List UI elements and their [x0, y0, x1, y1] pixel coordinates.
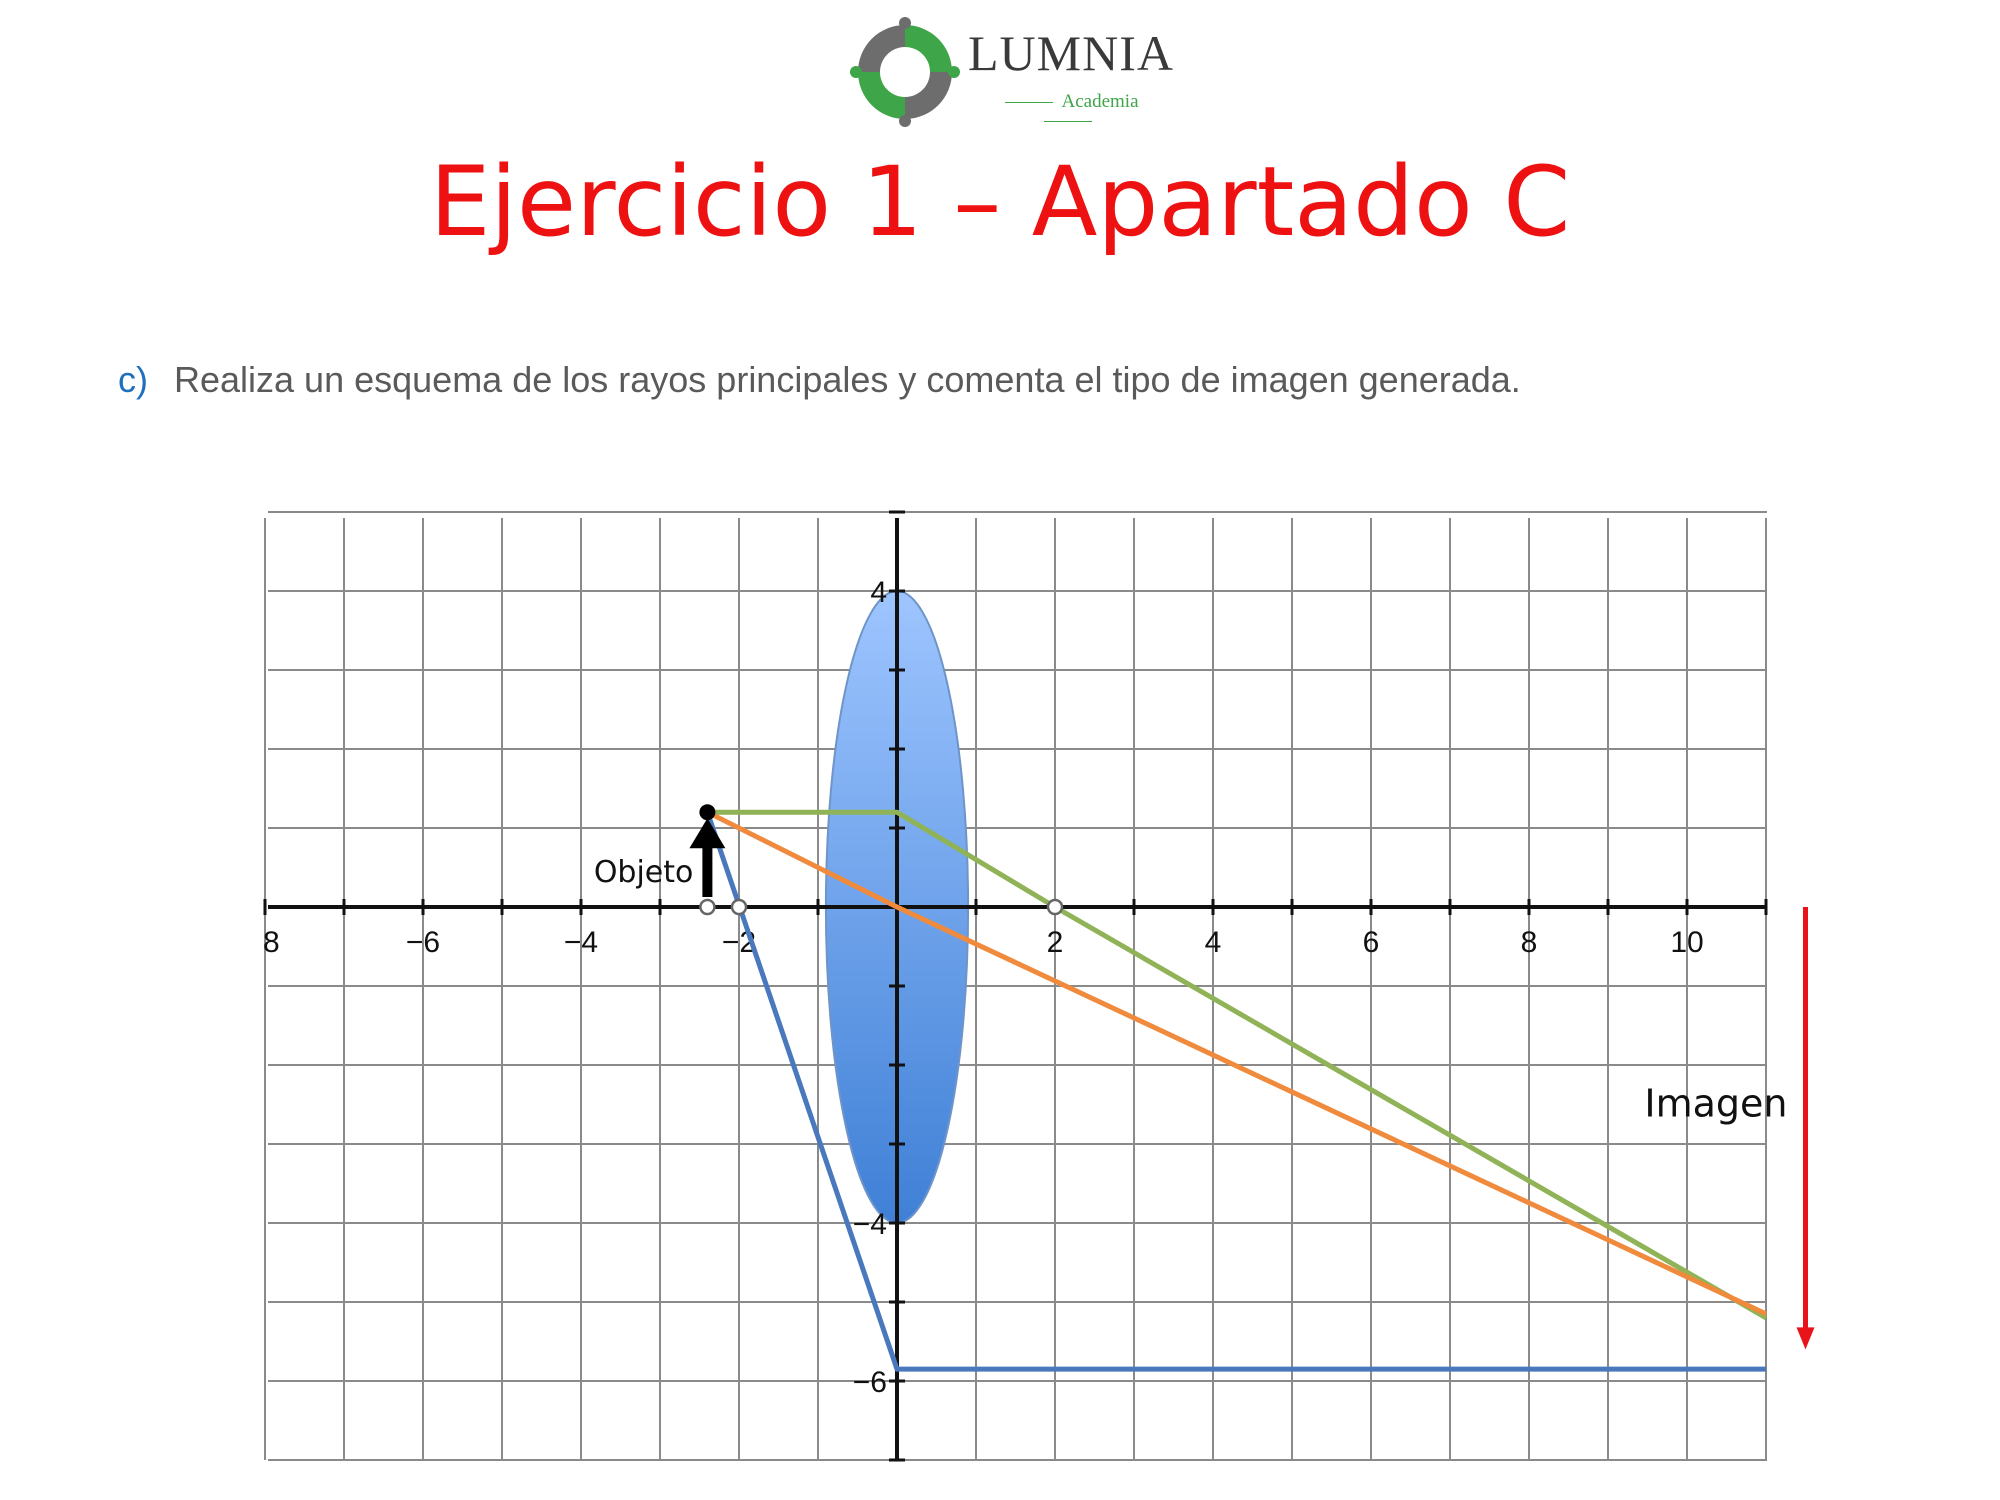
- x-tick-label: −4: [564, 926, 598, 959]
- markers: Objeto Imagen: [594, 804, 1815, 1350]
- question-letter: c): [118, 359, 148, 400]
- y-tick-label: −6: [853, 1366, 887, 1399]
- grid: [264, 511, 1767, 1461]
- question-text: Realiza un esquema de los rayos principa…: [174, 359, 1521, 400]
- x-tick-label: 8: [263, 926, 280, 959]
- lumnia-logo: [850, 17, 960, 127]
- x-tick-label: 4: [1205, 926, 1222, 959]
- image-arrow-head: [1796, 1327, 1815, 1350]
- axes: [263, 510, 1768, 1462]
- y-tick-label: −4: [853, 1208, 887, 1241]
- logo-name: LUMNIA: [968, 25, 1174, 81]
- object-tip-marker: [699, 804, 716, 821]
- image-label: Imagen: [1644, 1082, 1787, 1126]
- lumnia-people-circle-icon: [850, 17, 960, 127]
- question: c) Realiza un esquema de los rayos princi…: [118, 358, 1521, 401]
- focal-point-marker: [1046, 898, 1064, 916]
- rays: [705, 809, 1768, 1372]
- parallel-ray: [707, 809, 1768, 1320]
- focal-point-marker: [699, 898, 716, 916]
- tick-labels: 8 −6 −4 −2 2 4 6 8 104−4−6: [263, 576, 1704, 1399]
- x-tick-label: −6: [406, 926, 440, 959]
- focal-ray: [705, 811, 1766, 1372]
- x-tick-label: 8: [1521, 926, 1538, 959]
- x-tick-label: 2: [1047, 926, 1064, 959]
- y-tick-label: 4: [870, 576, 887, 609]
- object-arrow-head: [689, 818, 726, 849]
- x-tick-label: 10: [1670, 926, 1703, 959]
- x-tick-label: 6: [1363, 926, 1380, 959]
- focal-point-marker: [730, 898, 748, 916]
- central-ray: [706, 809, 1768, 1317]
- object-label: Objeto: [594, 855, 694, 890]
- page-title: Ejercicio 1 – Apartado C: [429, 146, 1571, 258]
- logo-subtitle: Academia: [968, 92, 1168, 130]
